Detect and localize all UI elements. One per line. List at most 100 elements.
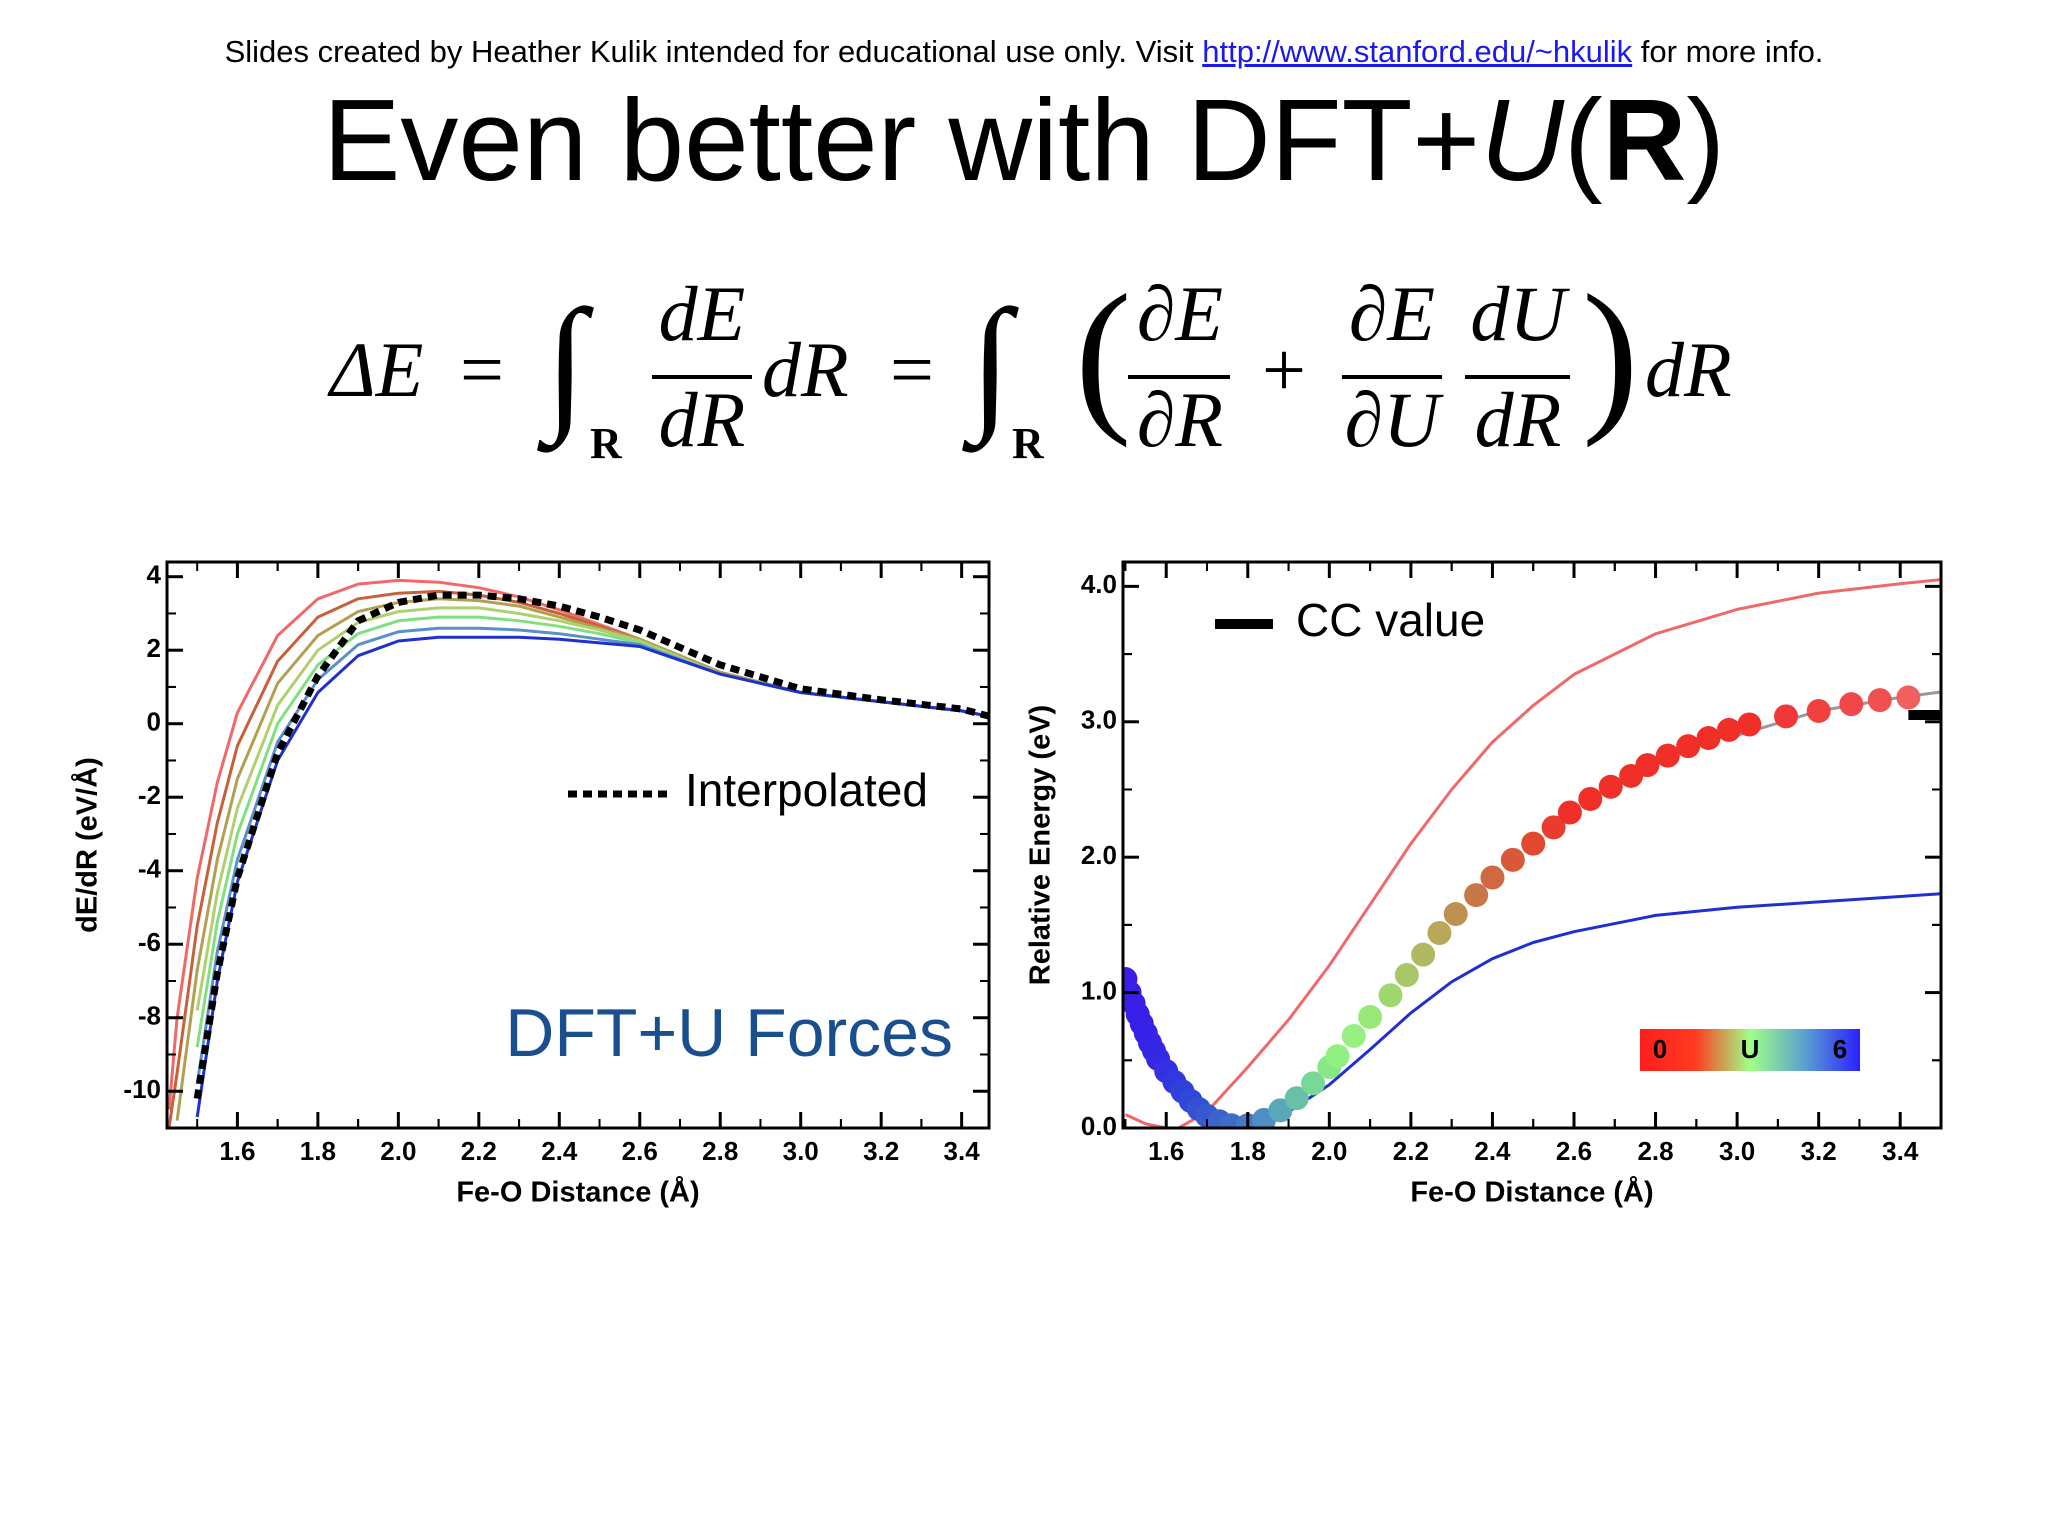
colorbar-tick-label: 0: [1653, 1034, 1667, 1064]
y-tick-label: 2.0: [1081, 840, 1117, 870]
eq-den: ∂R: [1137, 376, 1223, 463]
eq-sign: =: [890, 326, 934, 413]
eq-sub: R: [590, 419, 623, 468]
annotation: DFT+U Forces: [505, 995, 953, 1071]
chart: 1.6 1.8 2.0 2.2 2.4 2.6 2.8 3.0 3.2 3.4 4 2 0 -2 -4 -6 -…: [71, 560, 991, 1209]
y-tick-label: -8: [138, 1001, 161, 1031]
data-point: [1268, 1098, 1293, 1123]
x-tick-label: 3.0: [783, 1136, 819, 1166]
y-tick-label: -2: [138, 780, 161, 810]
header-link[interactable]: http://www.stanford.edu/~hkulik: [1202, 34, 1633, 69]
data-point: [1655, 743, 1680, 768]
data-point: [1635, 753, 1660, 778]
data-point: [1541, 815, 1566, 840]
eq-sub: R: [1012, 419, 1045, 468]
data-point: [1325, 1044, 1350, 1069]
x-tick-label: 2.4: [1474, 1136, 1511, 1166]
eq-integral: ∫: [962, 279, 1019, 453]
data-point: [1696, 726, 1721, 751]
x-tick-label: 1.8: [1230, 1136, 1266, 1166]
data-point: [1427, 921, 1452, 946]
y-tick-label: -4: [138, 854, 162, 884]
eq-den: dR: [659, 376, 746, 463]
legend-label: Interpolated: [685, 764, 928, 816]
data-point: [1774, 704, 1799, 729]
title-text: Even better with DFT+: [322, 75, 1481, 205]
series-line: [1124, 578, 1941, 1128]
title-bold: R: [1602, 75, 1687, 205]
y-axis-label: Relative Energy (eV): [1025, 705, 1057, 985]
eq-paren: ): [1582, 260, 1639, 448]
data-point: [1394, 962, 1419, 987]
x-tick-label: 2.2: [1393, 1136, 1429, 1166]
x-axis-label: Fe-O Distance (Å): [456, 1176, 699, 1209]
data-point: [1737, 712, 1762, 737]
data-point: [1443, 902, 1468, 927]
data-point: [1676, 734, 1701, 759]
eq-d: dR: [1645, 326, 1732, 413]
series-line: [195, 635, 989, 1118]
y-tick-label: 4.0: [1081, 569, 1117, 599]
data-point: [1598, 774, 1623, 799]
colorbar-tick-label: 6: [1833, 1034, 1847, 1064]
title-italic: U: [1480, 75, 1564, 205]
eq-den: ∂U: [1345, 376, 1445, 463]
y-tick-label: 3.0: [1081, 705, 1117, 735]
x-tick-label: 2.4: [541, 1136, 578, 1166]
data-point: [1411, 942, 1436, 967]
x-tick-label: 2.2: [461, 1136, 497, 1166]
data-point: [1578, 786, 1603, 811]
data-point: [1557, 800, 1582, 825]
colorbar: [1640, 1029, 1860, 1071]
data-point: [1378, 983, 1403, 1008]
legend-label: CC value: [1296, 594, 1485, 646]
header-text: for more info.: [1640, 34, 1824, 69]
eq-plus: +: [1262, 326, 1306, 413]
eq-lhs: ΔE: [327, 326, 423, 413]
eq-integral: ∫: [537, 279, 594, 453]
data-point: [1464, 883, 1489, 908]
x-tick-label: 3.4: [944, 1136, 981, 1166]
y-tick-label: 2: [147, 633, 161, 663]
data-point: [1301, 1071, 1326, 1096]
x-axis-label: Fe-O Distance (Å): [1410, 1176, 1653, 1209]
header: Slides created by Heather Kulik intended…: [0, 34, 2048, 70]
data-point: [1284, 1086, 1309, 1111]
data-point: [1839, 692, 1864, 717]
equation: ΔE = ∫ R dE dR dR = ∫ R ( ∂E ∂R + ∂E ∂U …: [327, 260, 1732, 468]
eq-num: dE: [659, 270, 746, 357]
title-paren: ): [1686, 75, 1726, 205]
eq-num: ∂E: [1137, 270, 1223, 357]
x-tick-label: 2.8: [1637, 1136, 1673, 1166]
series-line: [1231, 892, 1941, 1128]
y-axis-label: dE/dR (eV/Å): [71, 757, 104, 933]
x-tick-label: 1.6: [219, 1136, 255, 1166]
y-tick-label: 0.0: [1081, 1111, 1117, 1141]
eq-sign: =: [460, 326, 504, 413]
title-paren: (: [1563, 75, 1603, 205]
data-point: [1480, 865, 1505, 890]
plot-frame: [1121, 560, 1943, 1130]
colorbar-label: U: [1741, 1034, 1760, 1064]
series-line: [193, 591, 989, 1100]
x-tick-label: 1.8: [300, 1136, 336, 1166]
eq-num: dU: [1470, 270, 1570, 357]
eq-num: ∂E: [1349, 270, 1435, 357]
data-point: [1716, 717, 1741, 742]
chart: 1.6 1.8 2.0 2.2 2.4 2.6 2.8 3.0 3.2 3.4 0.0 1.0 2.0 3…: [1025, 560, 1943, 1209]
header-text: Slides created by Heather Kulik intended…: [224, 34, 1194, 69]
plot-area: [1123, 578, 1941, 1128]
plot-frame: [165, 560, 991, 1130]
eq-d: dR: [762, 326, 849, 413]
x-tick-label: 2.6: [1556, 1136, 1592, 1166]
x-tick-label: 3.4: [1882, 1136, 1919, 1166]
data-point: [1806, 698, 1831, 723]
data-point: [1896, 685, 1921, 710]
data-point: [1867, 688, 1892, 713]
x-tick-label: 2.0: [1311, 1136, 1347, 1166]
eq-den: dR: [1475, 376, 1562, 463]
plot-area: [167, 578, 989, 1128]
x-tick-label: 2.6: [622, 1136, 658, 1166]
